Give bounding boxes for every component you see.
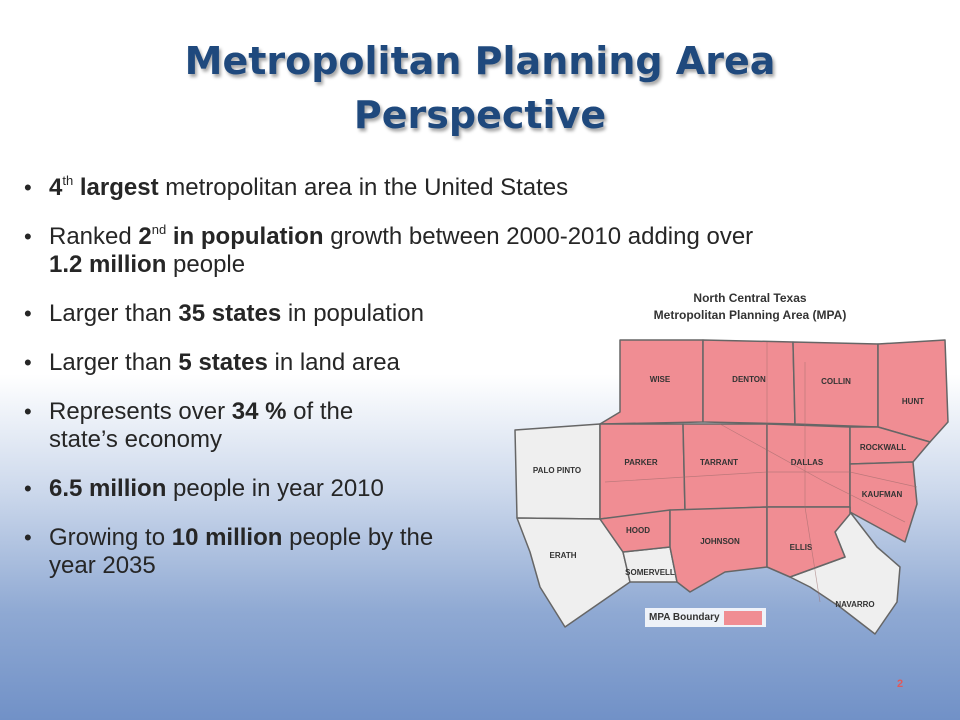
county-label: DENTON — [732, 375, 766, 384]
county-hunt — [877, 339, 949, 443]
county-label: PARKER — [624, 458, 657, 467]
county-label: TARRANT — [700, 458, 738, 467]
county-tarrant — [682, 423, 768, 511]
county-label: WISE — [650, 375, 671, 384]
bullet-item: Ranked 2nd in population growth between … — [22, 223, 762, 279]
county-label: PALO PINTO — [533, 466, 581, 475]
county-parker — [599, 423, 686, 520]
county-map: WISE DENTON COLLIN HUNT PARKER TARRANT D… — [514, 339, 949, 635]
county-label: ELLIS — [790, 543, 813, 552]
bullet-item: Larger than 35 states in population — [22, 300, 762, 328]
county-ellis — [766, 506, 851, 578]
county-label: HOOD — [626, 526, 650, 535]
mpa-map: North Central Texas Metropolitan Plannin… — [505, 282, 955, 672]
county-rockwall — [849, 426, 931, 465]
slide-title: Metropolitan Planning Area Perspective — [0, 34, 960, 142]
county-label: JOHNSON — [700, 537, 740, 546]
county-label: COLLIN — [821, 377, 851, 386]
bullet-item: Represents over 34 % of the state’s econ… — [22, 398, 419, 454]
bullet-item: 4th largest metropolitan area in the Uni… — [22, 174, 762, 202]
slide-title-line-1: Metropolitan Planning Area — [184, 39, 776, 83]
page-number: 2 — [896, 678, 904, 690]
map-title: North Central Texas Metropolitan Plannin… — [653, 291, 847, 322]
county-label: NAVARRO — [835, 600, 874, 609]
legend-swatch — [723, 610, 762, 625]
county-wise — [599, 339, 704, 425]
bullet-item: Larger than 5 states in land area — [22, 349, 762, 377]
map-legend: MPA Boundary — [645, 608, 766, 627]
county-label: HUNT — [902, 397, 924, 406]
county-label: ERATH — [550, 551, 577, 560]
bullet-item: 6.5 million people in year 2010 — [22, 475, 762, 503]
bullet-item: Growing to 10 million people by the year… — [22, 524, 439, 580]
county-label: KAUFMAN — [862, 490, 903, 499]
county-johnson — [669, 506, 768, 593]
slide-title-line-2: Perspective — [353, 93, 607, 137]
county-label: SOMERVELL — [625, 568, 675, 577]
county-label: ROCKWALL — [860, 443, 906, 452]
county-label: DALLAS — [791, 458, 824, 467]
bullet-list: 4th largest metropolitan area in the Uni… — [22, 174, 762, 601]
legend-label: MPA Boundary — [649, 612, 720, 623]
